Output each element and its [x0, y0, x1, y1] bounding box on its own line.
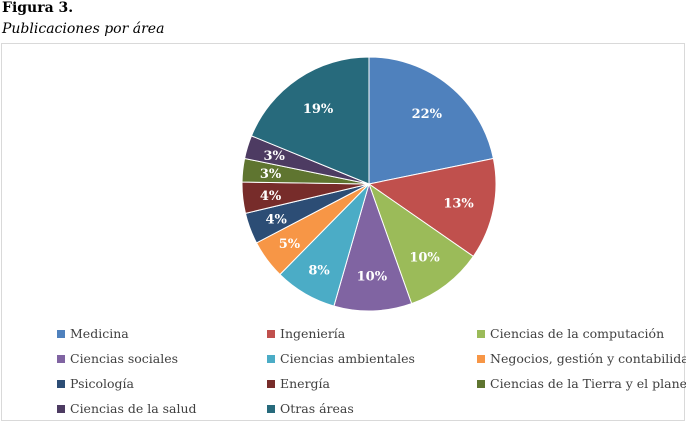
legend-label-10: Otras áreas — [280, 401, 354, 416]
legend-item-2: Ciencias de la computación — [477, 326, 664, 341]
legend-item-6: Psicología — [57, 376, 134, 391]
pie-slice-1 — [367, 157, 497, 258]
legend-item-3: Ciencias sociales — [57, 351, 178, 366]
pie-slice-10 — [250, 56, 370, 185]
legend-item-1: Ingeniería — [267, 326, 345, 341]
legend-label-5: Negocios, gestión y contabilidad — [490, 351, 686, 366]
legend-label-3: Ciencias sociales — [70, 351, 179, 366]
legend-swatch-3 — [57, 354, 65, 363]
legend-label-0: Medicina — [70, 326, 129, 341]
legend-label-2: Ciencias de la computación — [490, 326, 665, 341]
figure-label: Figura 3. — [2, 0, 74, 16]
legend-swatch-0 — [57, 329, 65, 338]
legend-swatch-1 — [267, 329, 275, 338]
data-label-8: 3% — [260, 167, 282, 182]
legend-swatch-5 — [477, 354, 485, 363]
data-label-4: 8% — [308, 264, 330, 279]
data-label-5: 5% — [279, 237, 301, 252]
pie-chart: 22% 13% 10% 10% 8% 5% 4% 4% 3% 3% 19% — [241, 56, 497, 312]
legend-item-9: Ciencias de la salud — [57, 401, 197, 416]
data-label-2: 10% — [409, 251, 440, 266]
chart-legend: Medicina Ingeniería Ciencias de la computa… — [2, 44, 686, 422]
legend-item-0: Medicina — [57, 326, 129, 341]
chart-area: 22% 13% 10% 10% 8% 5% 4% 4% 3% 3% 19% Medicina Inge… — [1, 43, 686, 422]
legend-label-6: Psicología — [70, 376, 134, 391]
legend-item-4: Ciencias ambientales — [267, 351, 415, 366]
legend-label-4: Ciencias ambientales — [280, 351, 415, 366]
data-label-6: 4% — [266, 213, 288, 228]
legend-swatch-10 — [267, 404, 275, 413]
data-label-1: 13% — [443, 196, 474, 211]
data-label-9: 3% — [264, 149, 286, 164]
legend-label-9: Ciencias de la salud — [70, 401, 197, 416]
legend-item-5: Negocios, gestión y contabilidad — [477, 351, 686, 366]
legend-item-10: Otras áreas — [267, 401, 354, 416]
legend-swatch-4 — [267, 354, 275, 363]
legend-item-8: Ciencias de la Tierra y el planeta — [477, 376, 686, 391]
legend-label-8: Ciencias de la Tierra y el planeta — [490, 376, 686, 391]
data-label-7: 4% — [260, 189, 282, 204]
legend-label-1: Ingeniería — [280, 326, 346, 341]
legend-label-7: Energía — [280, 376, 330, 391]
figure-caption: Publicaciones por área — [2, 21, 165, 37]
data-label-3: 10% — [357, 269, 388, 284]
pie-slice-3 — [333, 182, 413, 312]
data-label-0: 22% — [412, 107, 443, 122]
legend-swatch-9 — [57, 404, 65, 413]
pie-slice-2 — [368, 182, 475, 305]
legend-swatch-6 — [57, 379, 65, 388]
legend-swatch-2 — [477, 329, 485, 338]
data-label-10: 19% — [303, 102, 334, 117]
pie-slice-0 — [368, 56, 495, 185]
legend-item-7: Energía — [267, 376, 330, 391]
legend-swatch-8 — [477, 379, 485, 388]
legend-swatch-7 — [267, 379, 275, 388]
